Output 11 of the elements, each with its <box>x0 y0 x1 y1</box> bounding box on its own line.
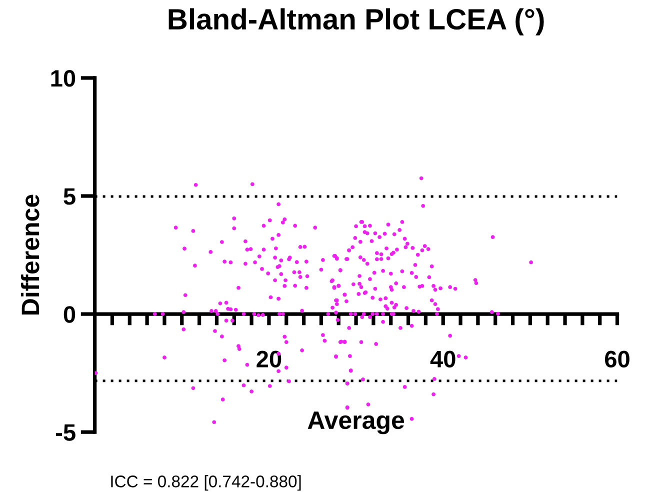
y-tick-label: -5 <box>56 424 76 441</box>
x-tick-label: 60 <box>605 350 630 368</box>
x-axis-title: Average <box>308 412 404 434</box>
x-tick-label: 40 <box>430 350 456 368</box>
y-tick-label: 0 <box>64 306 76 323</box>
y-axis-title: Difference <box>20 194 40 314</box>
text: ICC = 0.822 [0.742-0.880] <box>111 475 301 491</box>
y-tick-label: 5 <box>64 188 76 205</box>
x-tick-label: 20 <box>256 350 282 368</box>
chart-title: Bland-Altman Plot LCEA (°) <box>168 8 544 36</box>
y-tick-label: 10 <box>51 70 76 87</box>
